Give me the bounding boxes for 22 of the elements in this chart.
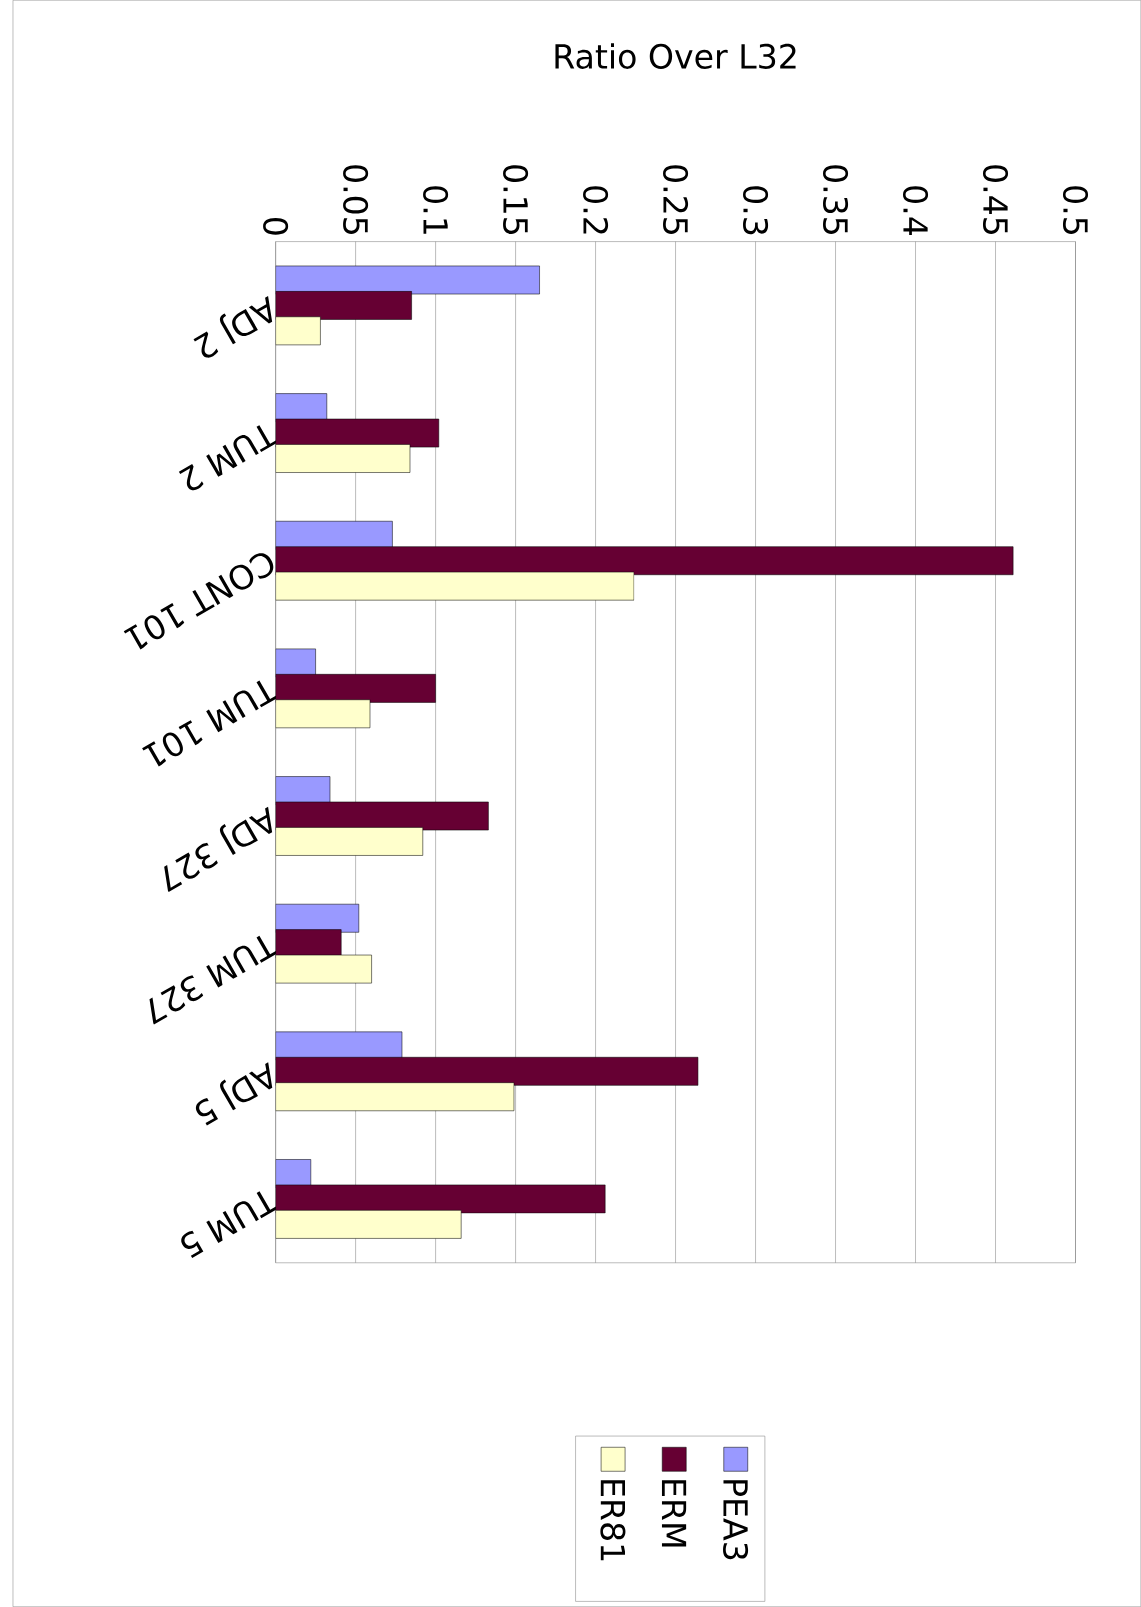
x-tick-label: 0.5 bbox=[1062, 186, 1088, 234]
y-tick-label: ADJ 5 bbox=[195, 1062, 273, 1126]
legend-label: PEA3 bbox=[722, 1480, 749, 1560]
y-tick-label: TUM 327 bbox=[149, 935, 279, 1025]
x-tick-label: 0.2 bbox=[582, 186, 609, 234]
x-tick-label: 0 bbox=[263, 217, 289, 235]
y-tick-label: TUM 5 bbox=[181, 1191, 279, 1259]
legend-label: ER81 bbox=[600, 1480, 626, 1561]
y-tick-label: TUM 101 bbox=[142, 680, 279, 767]
x-tick-label: 0.45 bbox=[982, 165, 1009, 234]
x-tick-label: 0.05 bbox=[343, 165, 369, 234]
chart-title: Ratio Over L32 bbox=[555, 43, 796, 69]
y-tick-label: ADJ 327 bbox=[164, 806, 273, 892]
y-tick-label: TUM 2 bbox=[178, 425, 279, 491]
x-tick-label: 0.15 bbox=[503, 165, 529, 234]
y-tick-label: ADJ 2 bbox=[193, 296, 273, 358]
x-tick-label: 0.4 bbox=[902, 186, 929, 235]
x-tick-label: 0.1 bbox=[423, 186, 449, 234]
x-tick-label: 0.3 bbox=[742, 186, 769, 235]
x-tick-label: 0.25 bbox=[662, 165, 689, 234]
legend-label: ERM bbox=[661, 1480, 687, 1547]
x-tick-label: 0.35 bbox=[822, 165, 849, 234]
